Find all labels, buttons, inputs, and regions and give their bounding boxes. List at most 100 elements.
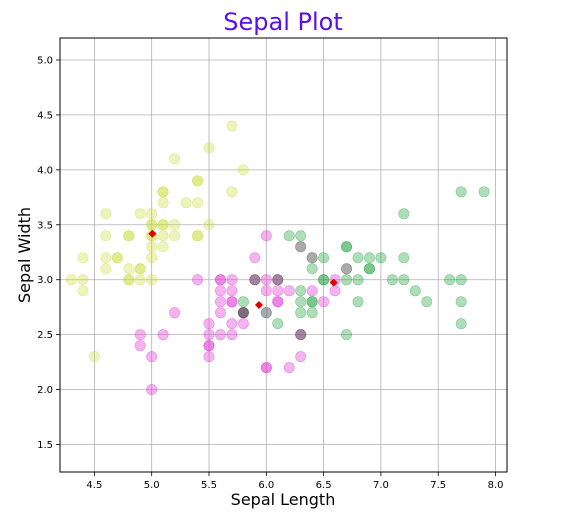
scatter-point-series-2 [226, 274, 238, 286]
scatter-point-series-2 [214, 307, 226, 319]
scatter-point-series-3 [444, 274, 456, 286]
scatter-point-series-2 [214, 296, 226, 308]
scatter-point-series-3 [409, 285, 421, 297]
x-axis-ticks: 4.5 5.0 5.5 6.0 6.5 7.0 7.5 8.0 [86, 472, 503, 491]
scatter-point-series-1 [192, 175, 204, 187]
scatter-point-series-3 [295, 230, 307, 242]
scatter-point-series-2 [146, 384, 158, 396]
scatter-point-series-4 [295, 329, 307, 341]
scatter-point-series-1 [157, 219, 169, 231]
scatter-point-series-1 [169, 230, 181, 242]
scatter-point-series-2 [157, 329, 169, 341]
scatter-point-series-2 [226, 329, 238, 341]
scatter-point-series-3 [478, 186, 490, 198]
scatter-point-series-4 [295, 241, 307, 253]
scatter-point-series-1 [180, 197, 192, 209]
scatter-point-series-2 [226, 296, 238, 308]
scatter-point-series-3 [341, 274, 353, 286]
centroid-marker [254, 300, 263, 309]
scatter-point-series-2 [283, 362, 295, 374]
scatter-point-series-3 [295, 285, 307, 297]
scatter-point-series-3 [306, 263, 318, 275]
scatter-point-series-1 [146, 252, 158, 264]
x-tick-label: 6.0 [258, 480, 274, 491]
scatter-point-series-2 [214, 274, 226, 286]
scatter-point-series-2 [169, 307, 181, 319]
scatter-point-series-2 [283, 285, 295, 297]
scatter-point-series-1 [226, 186, 238, 198]
scatter-point-series-3 [398, 274, 410, 286]
scatter-point-series-2 [272, 285, 284, 297]
scatter-point-series-1 [146, 219, 158, 231]
scatter-point-series-4 [306, 252, 318, 264]
scatter-point-series-1 [157, 241, 169, 253]
centroid-markers [148, 229, 338, 309]
scatter-point-series-3 [306, 296, 318, 308]
scatter-point-series-3 [318, 252, 330, 264]
scatter-point-series-1 [157, 186, 169, 198]
scatter-point-series-1 [157, 230, 169, 242]
scatter-point-series-1 [169, 153, 181, 165]
x-axis-label: Sepal Length [231, 490, 336, 509]
x-tick-label: 7.0 [373, 480, 389, 491]
scatter-point-series-1 [146, 241, 158, 253]
scatter-point-series-3 [341, 329, 353, 341]
scatter-point-series-3 [386, 274, 398, 286]
scatter-point-series-1 [146, 274, 158, 286]
scatter-point-series-2 [214, 285, 226, 297]
y-tick-label: 3.5 [37, 220, 53, 231]
scatter-point-series-3 [363, 263, 375, 275]
chart-title: Sepal Plot [223, 8, 342, 36]
x-tick-label: 7.5 [430, 480, 446, 491]
y-axis-ticks: 1.5 2.0 2.5 3.0 3.5 4.0 4.5 5.0 [37, 55, 60, 451]
scatter-point-series-2 [192, 274, 204, 286]
scatter-point-series-1 [203, 142, 215, 154]
y-axis-label: Sepal Width [15, 207, 34, 303]
scatter-point-series-1 [192, 197, 204, 209]
scatter-point-series-3 [272, 318, 284, 330]
scatter-point-series-2 [260, 274, 272, 286]
x-tick-label: 5.0 [144, 480, 160, 491]
scatter-point-series-1 [169, 219, 181, 231]
y-tick-label: 4.0 [37, 165, 53, 176]
scatter-point-series-1 [146, 219, 158, 231]
scatter-point-series-1 [237, 164, 249, 176]
scatter-point-series-2 [203, 318, 215, 330]
scatter-point-series-3 [318, 274, 330, 286]
scatter-point-series-2 [203, 340, 215, 352]
scatter-point-series-1 [77, 274, 89, 286]
centroid-marker [148, 229, 157, 238]
scatter-point-series-3 [237, 296, 249, 308]
scatter-point-series-3 [352, 274, 364, 286]
scatter-point-series-1 [203, 219, 215, 231]
scatter-point-series-2 [134, 340, 146, 352]
scatter-point-series-2 [214, 329, 226, 341]
scatter-point-series-1 [123, 274, 135, 286]
scatter-point-series-3 [341, 241, 353, 253]
centroid-marker [329, 278, 338, 287]
scatter-point-series-2 [260, 307, 272, 319]
scatter-point-series-1 [157, 197, 169, 209]
scatter-point-series-2 [226, 318, 238, 330]
scatter-point-series-2 [134, 329, 146, 341]
scatter-point-series-2 [203, 351, 215, 363]
scatter-point-series-2 [237, 318, 249, 330]
scatter-point-series-1 [226, 120, 238, 132]
scatter-point-series-3 [363, 263, 375, 275]
x-tick-label: 4.5 [86, 480, 102, 491]
scatter-point-series-1 [100, 208, 112, 220]
scatter-point-series-1 [157, 219, 169, 231]
scatter-point-series-3 [295, 307, 307, 319]
scatter-point-series-1 [88, 351, 100, 363]
scatter-point-series-3 [318, 274, 330, 286]
scatter-point-series-4 [237, 307, 249, 319]
scatter-point-series-3 [398, 252, 410, 264]
scatter-point-series-2 [329, 285, 341, 297]
scatter-point-series-3 [421, 296, 433, 308]
scatter-point-series-1 [123, 230, 135, 242]
plot-frame [59, 37, 508, 473]
scatter-point-series-1 [111, 252, 123, 264]
scatter-point-series-3 [363, 252, 375, 264]
scatter-point-series-3 [455, 186, 467, 198]
